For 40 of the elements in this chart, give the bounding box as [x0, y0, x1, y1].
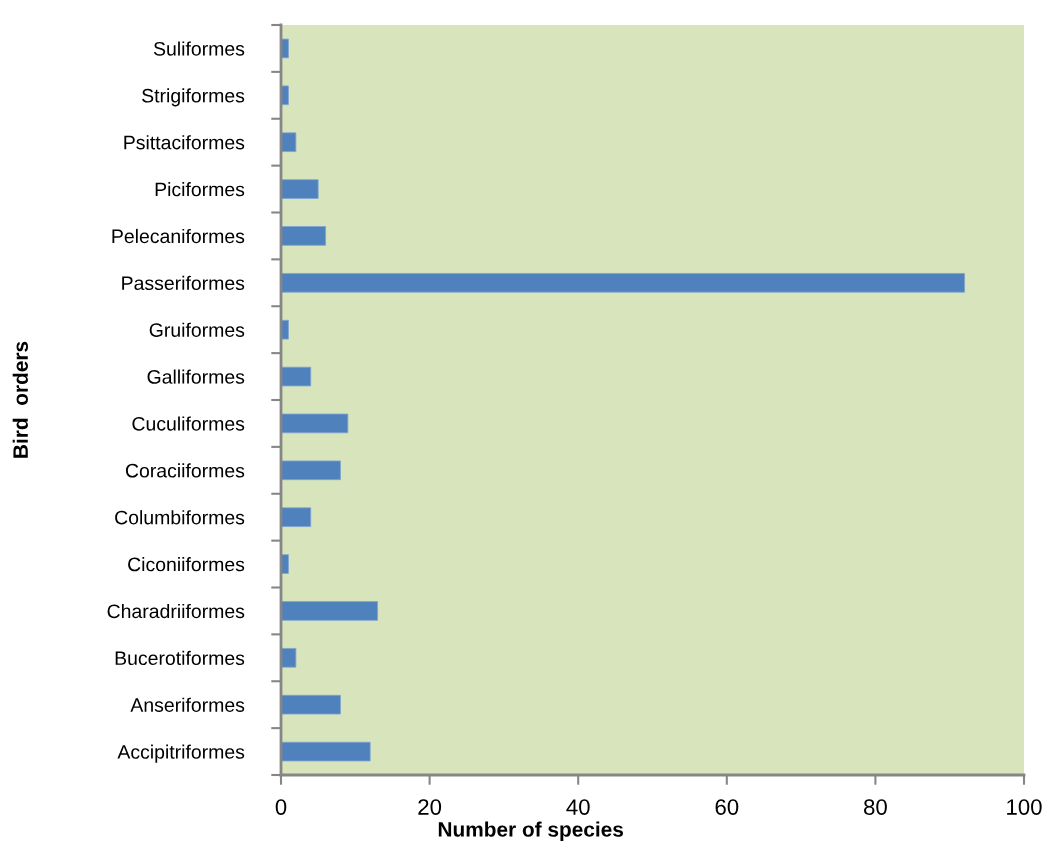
y-axis-title: Bird orders — [12, 341, 28, 458]
y-tick-label: Strigiformes — [142, 88, 245, 107]
bar — [281, 741, 371, 762]
y-tick-label: Ciconiiformes — [128, 557, 245, 572]
bar — [281, 601, 379, 621]
bar — [281, 554, 289, 574]
y-tick-label: Psittaciformes — [124, 135, 245, 150]
x-tick-label: 40 — [566, 799, 590, 815]
bar — [281, 38, 289, 59]
bar — [281, 273, 965, 293]
bar — [281, 460, 341, 481]
x-tick-label: 100 — [1007, 799, 1042, 815]
bar — [281, 319, 289, 340]
y-tick-label: Suliformes — [153, 41, 245, 56]
bar — [281, 132, 297, 152]
y-tick-label: Gruiformes — [149, 322, 245, 337]
y-tick-label: Coraciiformes — [125, 463, 245, 478]
x-tick-label: 60 — [715, 799, 739, 815]
y-tick-label: Bucerotiformes — [115, 650, 245, 666]
bar — [281, 85, 289, 106]
x-axis-title: Number of species — [438, 821, 623, 841]
y-tick-label: Charadriiformes — [107, 603, 245, 619]
bar — [281, 507, 312, 527]
bar — [281, 366, 312, 387]
y-tick-label: Passeriformes — [122, 275, 245, 291]
x-tick-label: 0 — [275, 799, 287, 815]
y-tick-label: Piciformes — [155, 182, 245, 197]
y-tick-label: Accipitriformes — [117, 744, 245, 763]
bar — [281, 179, 319, 199]
bar — [281, 648, 297, 668]
bar — [281, 694, 341, 715]
x-tick-label: 20 — [418, 799, 442, 815]
bar — [281, 413, 349, 434]
y-tick-label: Cuculiformes — [132, 416, 245, 431]
y-tick-label: Anseriformes — [130, 697, 245, 712]
y-tick-label: Pelecaniformes — [112, 228, 245, 244]
y-tick-label: Galliformes — [147, 369, 245, 384]
y-tick-label: Columbiformes — [115, 510, 245, 525]
x-tick-label: 80 — [864, 799, 887, 815]
bar — [281, 226, 326, 246]
